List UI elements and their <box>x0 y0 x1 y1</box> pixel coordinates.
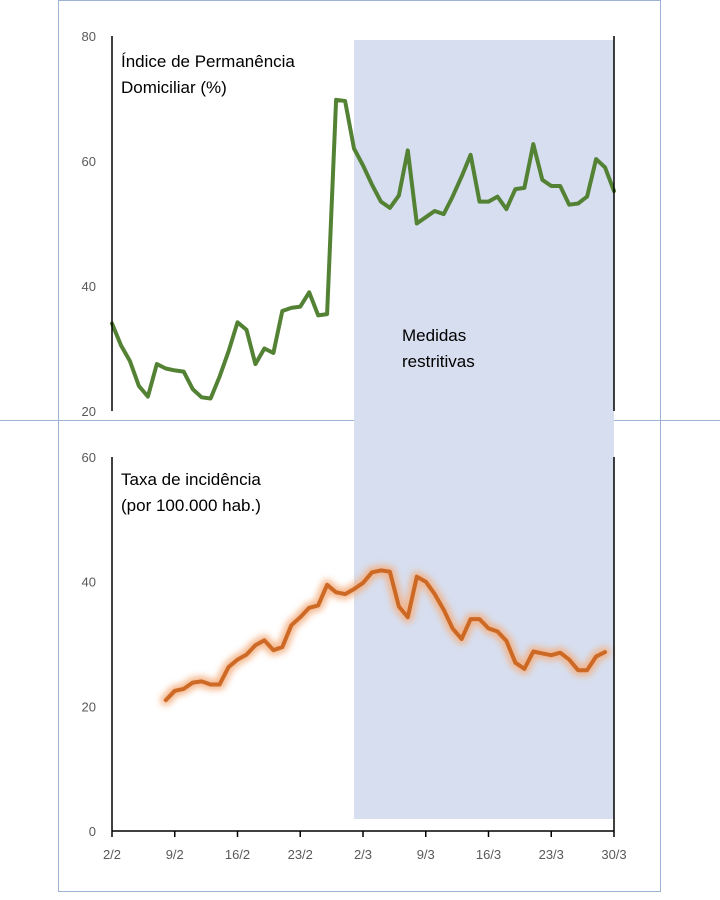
restriction-period-band <box>354 40 614 819</box>
top-panel-title-line2: Domiciliar (%) <box>121 78 227 97</box>
bottom-y-tick-label: 60 <box>82 450 96 465</box>
bottom-y-tick-label: 0 <box>89 824 96 839</box>
top-y-tick-label: 80 <box>82 29 96 44</box>
annotation-line1: Medidas <box>402 326 466 345</box>
top-y-tick-label: 60 <box>82 154 96 169</box>
top-panel-home-permanence: 20 40 60 80 Índice de Permanência Domicilia… <box>82 29 616 419</box>
annotation-line2: restritivas <box>402 352 475 371</box>
bottom-y-tick-label: 40 <box>82 575 96 590</box>
bottom-series-line <box>163 568 607 703</box>
top-series-line <box>110 97 616 401</box>
x-tick-label: 23/2 <box>288 847 313 862</box>
bottom-y-tick-label: 20 <box>82 699 96 714</box>
top-panel-title-line1: Índice de Permanência <box>121 52 295 71</box>
x-ticks: 2/2 9/2 16/2 23/2 2/3 9/3 16/3 23/3 30/3 <box>103 831 627 862</box>
x-tick-label: 2/3 <box>354 847 372 862</box>
top-y-tick-label: 20 <box>82 404 96 419</box>
x-tick-label: 9/2 <box>166 847 184 862</box>
x-tick-label: 16/2 <box>225 847 250 862</box>
bottom-panel-title-line1: Taxa de incidência <box>121 470 261 489</box>
bottom-y-ticks: 0 20 40 60 <box>82 450 96 839</box>
top-y-tick-label: 40 <box>82 279 96 294</box>
x-tick-label: 30/3 <box>601 847 626 862</box>
bottom-panel-title-line2: (por 100.000 hab.) <box>121 496 261 515</box>
bottom-panel-incidence-rate: 0 20 40 60 Taxa de incidência (por 100.000 … <box>82 450 627 862</box>
outer-frame <box>58 0 661 892</box>
x-tick-label: 9/3 <box>417 847 435 862</box>
top-y-ticks: 20 40 60 80 <box>82 29 96 419</box>
x-tick-label: 16/3 <box>476 847 501 862</box>
x-tick-label: 2/2 <box>103 847 121 862</box>
x-tick-label: 23/3 <box>539 847 564 862</box>
